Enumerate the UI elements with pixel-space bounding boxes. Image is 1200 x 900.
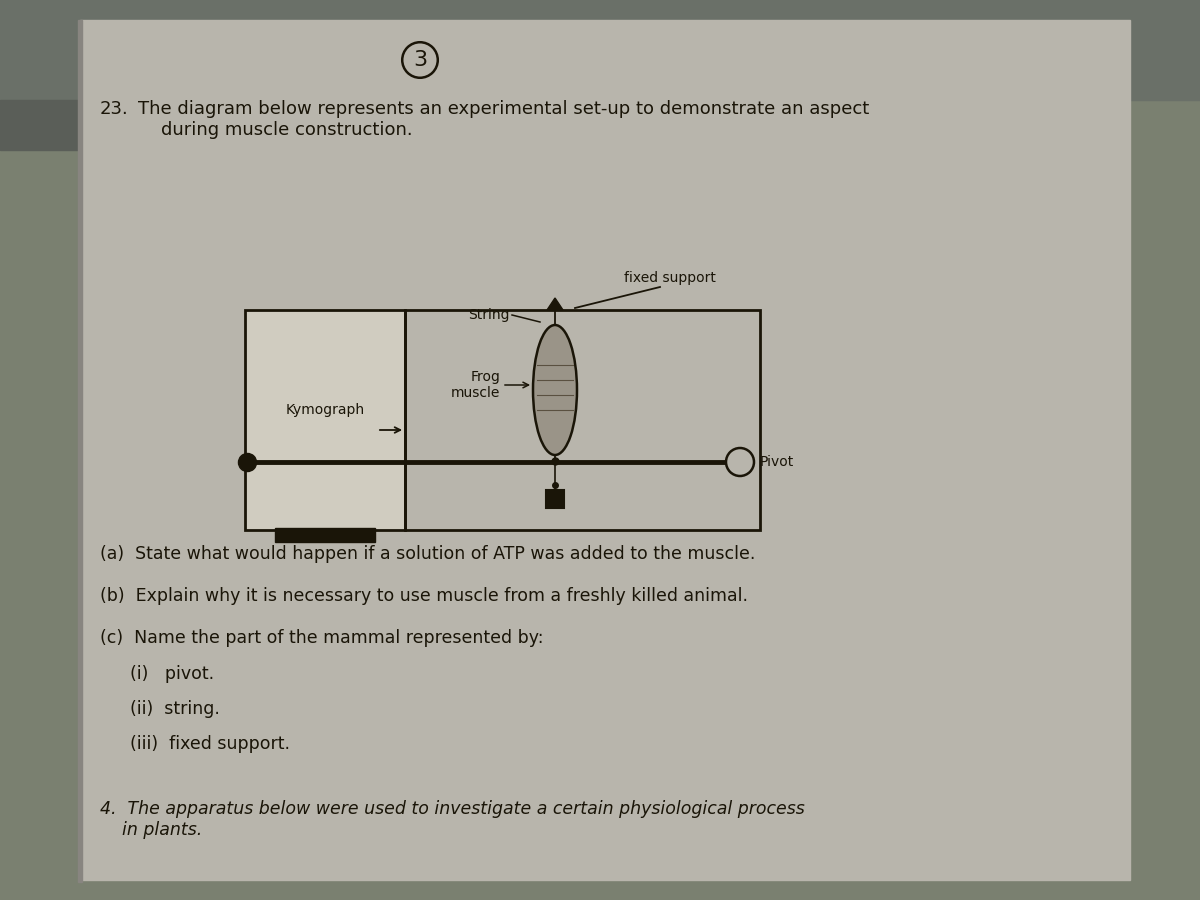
Bar [275,528,374,542]
Text: (a)  State what would happen if a solution of ATP was added to the muscle.: (a) State what would happen if a solutio… [100,545,755,563]
Text: 4.  The apparatus below were used to investigate a certain physiological process: 4. The apparatus below were used to inve… [100,800,805,839]
Bar [0,100,120,150]
Bar [546,490,564,508]
Text: (ii)  string.: (ii) string. [130,700,220,718]
Text: 3: 3 [413,50,427,70]
Text: Frog
muscle: Frog muscle [451,370,500,400]
Bar [80,20,1130,880]
Text: Pivot: Pivot [760,455,794,469]
Text: 23.: 23. [100,100,128,118]
Text: (i)   pivot.: (i) pivot. [130,665,214,683]
Circle shape [726,448,754,476]
Text: (iii)  fixed support.: (iii) fixed support. [130,735,290,753]
Text: fixed support: fixed support [624,271,716,285]
Text: (c)  Name the part of the mammal represented by:: (c) Name the part of the mammal represen… [100,629,544,647]
Bar [406,310,760,530]
Ellipse shape [533,325,577,455]
Polygon shape [547,298,563,310]
Text: Kymograph: Kymograph [286,403,365,417]
Bar [0,0,1200,100]
Text: String: String [468,308,510,322]
Bar [78,20,82,882]
Bar [245,310,406,530]
Text: The diagram below represents an experimental set-up to demonstrate an aspect
   : The diagram below represents an experime… [138,100,869,139]
Text: (b)  Explain why it is necessary to use muscle from a freshly killed animal.: (b) Explain why it is necessary to use m… [100,587,748,605]
